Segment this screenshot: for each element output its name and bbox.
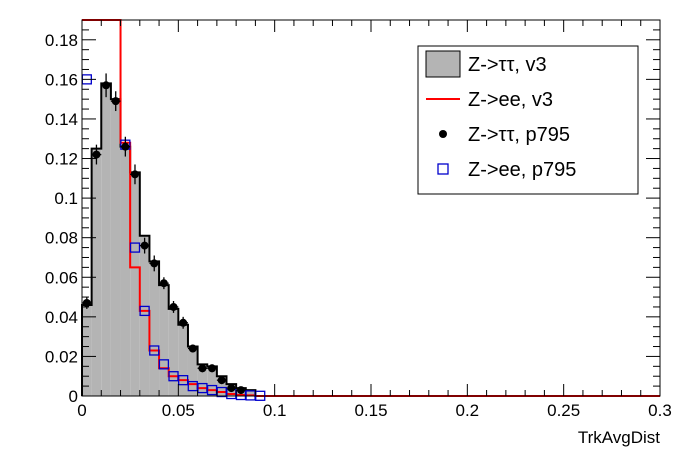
tautau-p795-point — [236, 386, 245, 395]
y-tick-label: 0.16 — [45, 70, 78, 89]
legend-label-ee-p795: Z->ee, p795 — [468, 159, 576, 181]
tautau-v3-bin — [187, 346, 198, 396]
tautau-v3-bin — [101, 83, 111, 396]
tautau-v3-bin — [197, 364, 208, 396]
ee-p795-marker — [149, 345, 160, 356]
legend-black-dot-icon — [439, 130, 447, 138]
x-tick-label: 0.1 — [263, 401, 287, 420]
tautau-p795-point — [102, 81, 111, 90]
x-tick-label: 0.2 — [456, 401, 480, 420]
tautau-p795-point — [169, 302, 178, 311]
tautau-p795-point — [188, 344, 197, 353]
tautau-p795-point — [111, 97, 120, 106]
tautau-v3-bin — [207, 366, 217, 396]
y-tick-label: 0 — [69, 387, 78, 406]
ee-p795-marker — [129, 242, 141, 253]
x-axis-ticks: 0 0.05 0.1 0.15 0.2 0.25 0.3 — [77, 20, 672, 420]
y-tick-label: 0.08 — [45, 229, 78, 248]
tautau-p795-point — [140, 241, 149, 250]
ee-p795-marker — [139, 305, 150, 317]
tautau-v3-bin — [149, 261, 160, 396]
y-tick-label: 0.12 — [45, 150, 78, 169]
tautau-p795-point — [198, 364, 207, 373]
tautau-v3-bin — [245, 390, 256, 396]
tautau-p795-point — [121, 142, 130, 151]
tautau-p795-point — [82, 298, 91, 307]
x-tick-label: 0 — [77, 401, 86, 420]
tautau-p795-markers — [82, 73, 246, 395]
tautau-v3-bin — [159, 285, 169, 396]
legend-blue-open-square-icon — [437, 163, 449, 175]
tautau-v3-outline — [81, 82, 266, 397]
tautau-p795-point — [130, 170, 139, 179]
tautau-p795-point — [217, 376, 226, 385]
x-tick-label: 0.3 — [648, 401, 672, 420]
y-tick-label: 0.04 — [45, 308, 78, 327]
tautau-v3-bin — [130, 172, 140, 396]
tautau-p795-point — [150, 259, 159, 268]
x-tick-label: 0.25 — [547, 401, 580, 420]
ee-p795-marker — [177, 375, 189, 386]
legend-filled-box-icon — [425, 50, 461, 78]
y-tick-label: 0.18 — [45, 31, 78, 50]
y-tick-label: 0.14 — [45, 110, 78, 129]
tautau-p795-point — [227, 384, 236, 393]
tautau-p795-point — [208, 364, 217, 373]
y-tick-label: 0.02 — [45, 347, 78, 366]
tautau-v3-bin — [168, 308, 179, 396]
tautau-p795-point — [92, 150, 101, 159]
legend-label-tautau-p795: Z->ττ, p795 — [468, 124, 570, 146]
tautau-p795-point — [179, 318, 188, 327]
ee-v3-line — [82, 19, 660, 397]
x-tick-label: 0.05 — [162, 401, 195, 420]
ee-p795-marker — [158, 359, 170, 370]
x-tick-label: 0.15 — [354, 401, 387, 420]
tautau-v3-bin — [178, 324, 188, 396]
legend-label-ee-v3: Z->ee, v3 — [468, 89, 553, 111]
y-tick-label: 0.06 — [45, 268, 78, 287]
tautau-v3-bin — [82, 304, 92, 396]
x-axis-title: TrkAvgDist — [578, 428, 660, 447]
y-tick-label: 0.1 — [54, 189, 78, 208]
tautau-p795-point — [159, 279, 168, 288]
tautau-v3-bin — [120, 146, 131, 396]
ee-v3-step-line — [82, 19, 660, 397]
tautau-v3-bin — [91, 148, 102, 396]
legend: Z->ττ, v3 Z->ee, v3 Z->ττ, p795 Z->ee, p… — [417, 45, 639, 195]
tautau-v3-bin — [110, 99, 121, 396]
legend-label-tautau-v3: Z->ττ, v3 — [468, 54, 547, 76]
y-axis-ticks: 0 0.02 0.04 0.06 0.08 0.1 0.12 0.14 0.16 0.18 — [45, 19, 660, 406]
tautau-v3-bin — [216, 376, 227, 396]
